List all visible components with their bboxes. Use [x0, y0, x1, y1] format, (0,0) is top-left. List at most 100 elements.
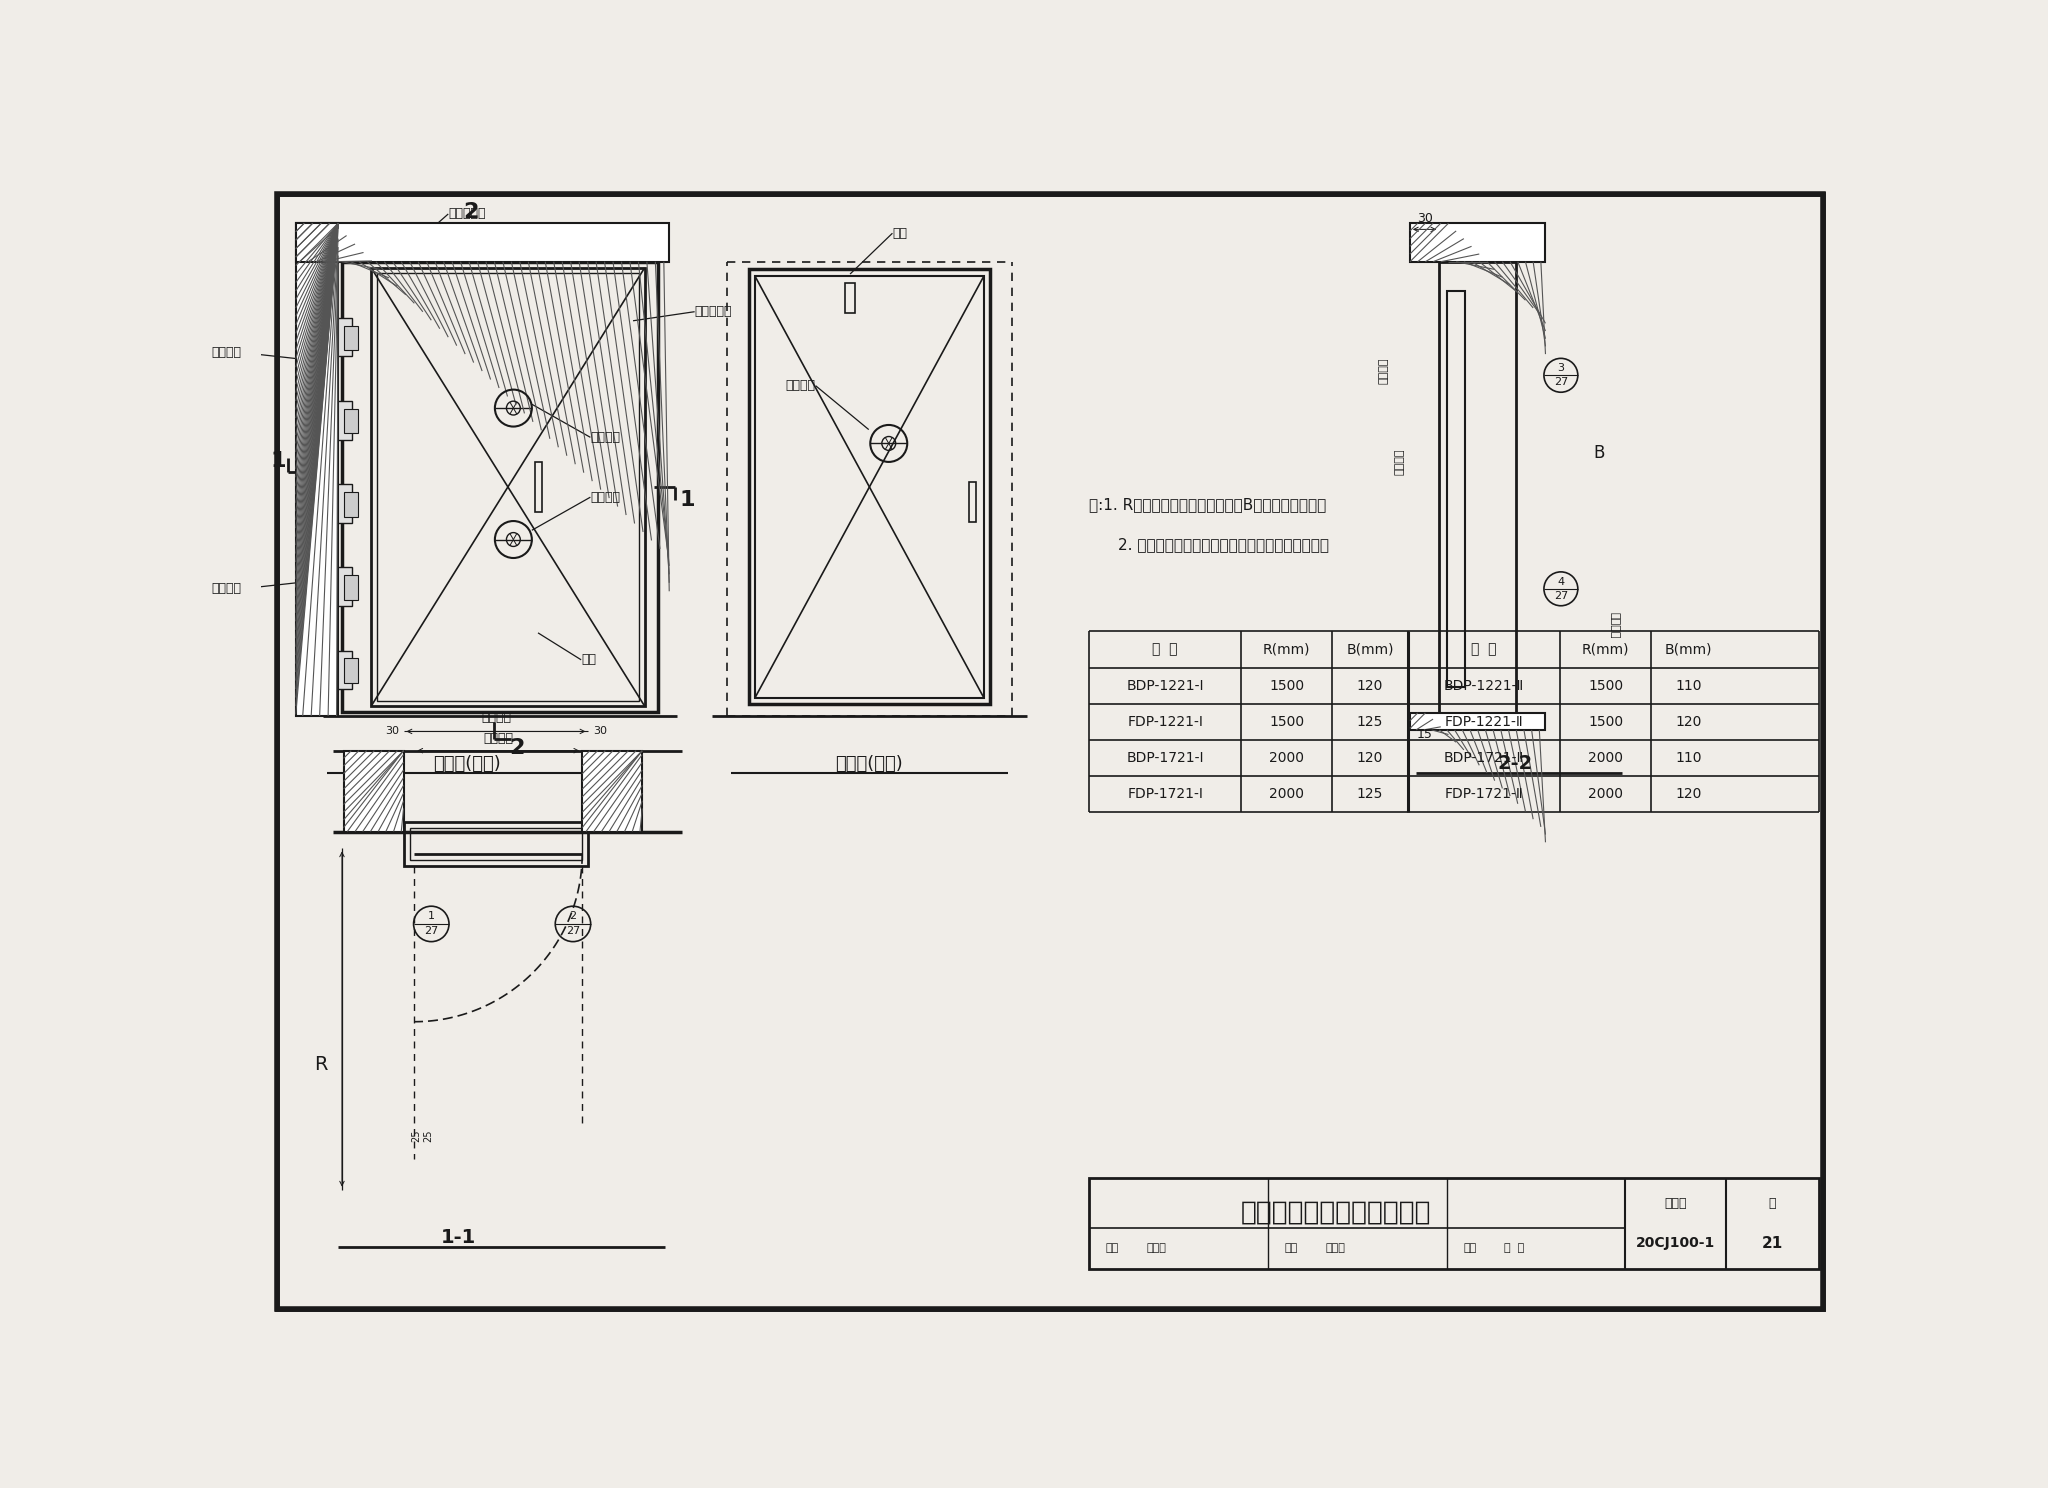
Text: 2: 2: [463, 202, 479, 222]
Bar: [410, 827, 582, 860]
Text: 25: 25: [424, 1129, 434, 1141]
Text: 1: 1: [428, 912, 434, 921]
Bar: [326, 318, 352, 357]
Text: 洪  森: 洪 森: [1505, 1244, 1524, 1253]
Text: 设计: 设计: [1464, 1244, 1477, 1253]
Text: FDP-1221-Ⅰ: FDP-1221-Ⅰ: [1126, 714, 1202, 729]
Text: 1500: 1500: [1587, 714, 1624, 729]
Text: 4: 4: [1556, 577, 1565, 586]
Bar: [846, 283, 854, 312]
Text: 销钉: 销钉: [893, 226, 907, 240]
Text: 120: 120: [1675, 787, 1702, 801]
Text: 20CJ100-1: 20CJ100-1: [1636, 1237, 1716, 1250]
Text: 110: 110: [1675, 679, 1702, 692]
Text: 21: 21: [1761, 1237, 1784, 1251]
Text: BDP-1721-Ⅱ: BDP-1721-Ⅱ: [1444, 751, 1524, 765]
Text: 120: 120: [1356, 751, 1382, 765]
Text: 闭锁机构: 闭锁机构: [786, 379, 815, 393]
Bar: [969, 482, 975, 522]
Text: 拉手: 拉手: [582, 653, 596, 667]
Text: 2-2: 2-2: [1497, 754, 1532, 774]
Bar: [344, 326, 358, 350]
Text: 闭锁机构: 闭锁机构: [590, 491, 621, 503]
Text: 1: 1: [680, 490, 694, 510]
Bar: [377, 274, 639, 701]
Bar: [1440, 262, 1516, 716]
Bar: [326, 402, 352, 439]
Bar: [403, 821, 588, 866]
Text: 2000: 2000: [1587, 751, 1622, 765]
Text: 30: 30: [1417, 213, 1432, 225]
Text: 2: 2: [510, 738, 524, 759]
Bar: [295, 223, 670, 262]
Text: 2: 2: [569, 912, 578, 921]
Text: 校对: 校对: [1284, 1244, 1298, 1253]
Text: 27: 27: [1554, 591, 1569, 601]
Text: 1: 1: [270, 451, 287, 472]
Text: 110: 110: [1675, 751, 1702, 765]
Text: 1500: 1500: [1270, 714, 1305, 729]
Text: 李正刺: 李正刺: [1325, 1244, 1346, 1253]
Text: B: B: [1593, 443, 1606, 461]
Text: 单孔锄固板: 单孔锄固板: [694, 305, 731, 318]
Bar: [326, 484, 352, 522]
Bar: [344, 493, 358, 516]
Text: 双孔锄固板: 双孔锄固板: [449, 207, 485, 220]
Bar: [535, 463, 543, 512]
Text: 1-1: 1-1: [440, 1228, 477, 1247]
Text: 立面图(内视): 立面图(内视): [434, 754, 502, 772]
Text: 图集号: 图集号: [1665, 1196, 1688, 1210]
Text: 3: 3: [1556, 363, 1565, 373]
Text: 室内标高: 室内标高: [1610, 612, 1620, 638]
Text: 2. 通行宽度和通行高度即为洞口宽度和洞口高度。: 2. 通行宽度和通行高度即为洞口宽度和洞口高度。: [1118, 537, 1329, 552]
Bar: [295, 223, 338, 716]
Text: 30: 30: [594, 726, 606, 737]
Text: 25: 25: [412, 1129, 422, 1141]
Bar: [1448, 292, 1466, 687]
Text: 30: 30: [385, 726, 399, 737]
Bar: [344, 750, 403, 832]
Text: 王志伟: 王志伟: [1147, 1244, 1167, 1253]
Bar: [756, 275, 985, 698]
Text: 120: 120: [1356, 679, 1382, 692]
Text: R(mm): R(mm): [1264, 643, 1311, 656]
Bar: [371, 268, 645, 705]
Text: 立面图(外视): 立面图(外视): [836, 754, 903, 772]
Bar: [344, 409, 358, 433]
Text: BDP-1221-Ⅱ: BDP-1221-Ⅱ: [1444, 679, 1524, 692]
Bar: [1409, 713, 1546, 731]
Text: 钙质门框: 钙质门框: [211, 582, 242, 595]
Text: R(mm): R(mm): [1581, 643, 1630, 656]
Text: 27: 27: [565, 927, 580, 936]
Bar: [344, 574, 358, 600]
Text: 注:1. R为门扇开启时占用的空间，B为门扇最小厚度。: 注:1. R为门扇开启时占用的空间，B为门扇最小厚度。: [1090, 497, 1327, 512]
Text: 27: 27: [424, 927, 438, 936]
Text: BDP-1221-Ⅰ: BDP-1221-Ⅰ: [1126, 679, 1204, 692]
Bar: [582, 750, 643, 832]
Text: 代  号: 代 号: [1153, 643, 1178, 656]
Text: 页: 页: [1769, 1196, 1776, 1210]
Text: 闭锁机构: 闭锁机构: [590, 432, 621, 443]
Text: 125: 125: [1356, 787, 1382, 801]
Text: 125: 125: [1356, 714, 1382, 729]
Text: 门扇宽度: 门扇宽度: [481, 711, 510, 725]
Bar: [326, 650, 352, 689]
Text: 通行宽度: 通行宽度: [483, 732, 514, 745]
Text: 门扇高度: 门扇高度: [1378, 357, 1389, 384]
Text: 2000: 2000: [1270, 787, 1305, 801]
Text: 通行高度: 通行高度: [1395, 448, 1405, 475]
Text: FDP-1721-Ⅱ: FDP-1721-Ⅱ: [1444, 787, 1524, 801]
Text: 代  号: 代 号: [1470, 643, 1497, 656]
Text: 钔页机构: 钔页机构: [211, 347, 242, 359]
Text: 单扇平开锁固式隙道防持门: 单扇平开锁固式隙道防持门: [1241, 1199, 1432, 1226]
Text: BDP-1721-Ⅰ: BDP-1721-Ⅰ: [1126, 751, 1204, 765]
Text: FDP-1721-Ⅰ: FDP-1721-Ⅰ: [1126, 787, 1202, 801]
Bar: [326, 567, 352, 606]
Text: 1500: 1500: [1587, 679, 1624, 692]
Text: 审核: 审核: [1106, 1244, 1118, 1253]
Bar: [748, 269, 991, 704]
Text: FDP-1221-Ⅱ: FDP-1221-Ⅱ: [1444, 714, 1524, 729]
Bar: [1090, 1178, 1819, 1269]
Text: 27: 27: [1554, 378, 1569, 387]
Bar: [1409, 223, 1546, 262]
